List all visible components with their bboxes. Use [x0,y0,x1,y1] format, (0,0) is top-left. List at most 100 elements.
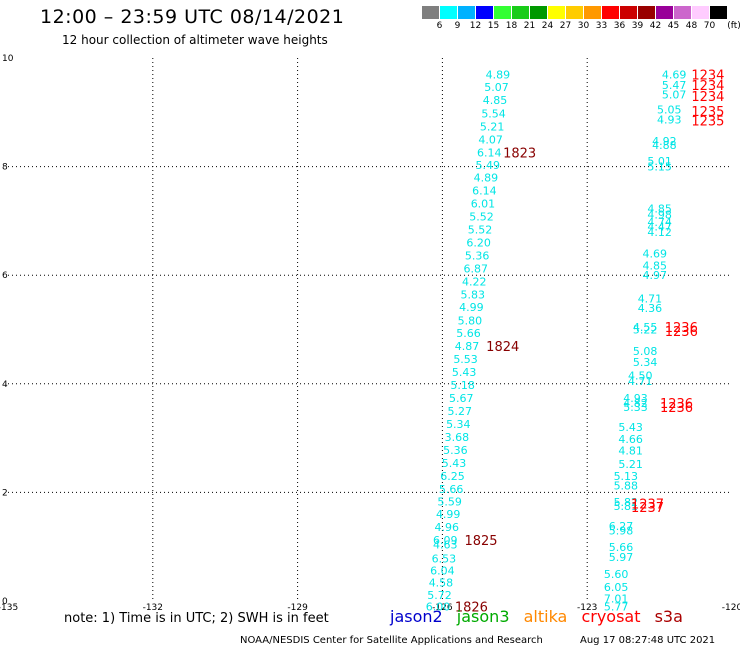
y-tick-label: 6 [2,271,8,281]
pass-time-label: 1236 [665,321,698,336]
x-tick-label: -126 [432,603,453,613]
scale-label: 21 [523,21,536,31]
wave-height-point: 5.52 [469,211,494,224]
wave-height-point: 4.89 [474,171,499,184]
pass-time-label: 1236 [660,397,693,412]
pass-time-label: 1234 [691,90,724,105]
mission-cryosat: cryosat [581,607,641,626]
y-tick-label: 8 [2,163,8,173]
scale-unit: (ft) [727,21,740,31]
scale-swatch [458,6,475,19]
scale-swatch [620,6,637,19]
wave-height-point: 5.77 [604,600,629,613]
x-tick-label: -120 [722,603,740,613]
wave-height-point: 5.15 [647,161,672,174]
pass-time-label: 1237 [631,501,664,516]
chart-subtitle: 12 hour collection of altimeter wave hei… [62,33,328,47]
wave-height-point: 4.07 [478,133,503,146]
mission-jason2: jason2 [390,607,443,626]
scale-label: 33 [595,21,608,31]
scale-label: 36 [613,21,626,31]
pass-time-label: 1236 [660,401,693,416]
wave-height-point: 5.66 [439,483,464,496]
scale-label: 70 [703,21,716,31]
wave-height-point: 4.85 [643,259,668,272]
wave-height-point: 5.83 [461,289,486,302]
pass-time-label: 1824 [486,340,519,355]
mission-jason3: jason3 [456,607,510,626]
wave-height-point: 4.81 [618,445,643,458]
wave-height-point: 6.01 [471,198,496,211]
x-tick-label: -123 [577,603,597,613]
scale-swatch [512,6,529,19]
wave-height-point: 4.98 [647,208,672,221]
wave-height-point: 5.81 [614,500,639,513]
wave-height-point: 4.96 [434,521,459,534]
pass-time-label: 1235 [691,105,724,120]
wave-height-point: 6.25 [440,470,465,483]
scale-swatch [602,6,619,19]
wave-height-point: 5.33 [623,401,648,414]
scale-label: 27 [559,21,572,31]
wave-height-point: 5.98 [609,524,634,537]
scale-label: 18 [505,21,518,31]
scale-label: 39 [631,21,644,31]
wave-height-point: 5.08 [633,345,658,358]
wave-height-values: 4.895.074.855.545.214.076.145.494.896.14… [426,68,687,613]
wave-height-point: 4.99 [436,508,461,521]
scale-label: 24 [541,21,554,31]
pass-time-label: 1823 [503,146,536,161]
wave-height-point: 4.93 [657,113,682,126]
wave-height-point: 5.43 [618,421,643,434]
scale-swatch [656,6,673,19]
scale-label: 15 [487,21,500,31]
wave-height-point: 4.74 [647,216,672,229]
wave-height-point: 5.60 [604,568,629,581]
wave-height-point: 5.21 [480,120,505,133]
wave-height-point: 5.22 [633,324,658,337]
wave-height-point: 4.69 [643,247,668,260]
chart-title: 12:00 – 23:59 UTC 08/14/2021 [40,6,345,28]
wave-height-point: 5.07 [484,81,509,94]
scale-swatch [476,6,493,19]
wave-height-point: 3.68 [445,431,470,444]
y-tick-label: 10 [2,54,14,64]
wave-height-point: 4.97 [643,269,668,282]
wave-height-point: 5.18 [450,379,475,392]
scale-swatch [494,6,511,19]
wave-height-point: 5.36 [443,444,468,457]
wave-height-point: 5.43 [442,457,467,470]
wave-height-point: 5.66 [609,541,634,554]
wave-height-point: 4.50 [628,370,653,383]
scale-swatch [566,6,583,19]
x-tick-label: -135 [0,603,18,613]
y-tick-label: 0 [2,597,8,607]
wave-height-point: 4.22 [462,276,487,289]
wave-height-point: 5.72 [427,589,452,602]
pass-time-label: 1826 [455,600,488,615]
pass-time-label: 1825 [464,534,497,549]
wave-height-point: 5.49 [476,159,501,172]
wave-height-point: 5.21 [618,458,643,471]
wave-height-point: 4.85 [647,202,672,215]
wave-height-point: 4.99 [459,301,484,314]
wave-height-point: 6.53 [432,553,457,566]
wave-height-point: 4.69 [662,68,687,81]
scale-swatch [530,6,547,19]
wave-height-point: 5.54 [481,107,506,120]
wave-height-point: 5.59 [437,496,462,509]
wave-height-point: 4.88 [652,139,677,152]
wave-height-point: 4.58 [429,577,454,590]
wave-height-point: 4.47 [647,220,672,233]
wave-height-point: 6.09 [433,534,458,547]
wave-height-point: 4.12 [647,226,672,239]
scale-swatch [422,6,439,19]
wave-height-point: 4.55 [633,321,658,334]
wave-height-point: 6.20 [466,237,491,250]
axis-ticks: -135 -132 -129 -126 -123 -120 0 2 4 6 8 10 [0,54,740,613]
wave-height-point: 4.92 [652,135,677,148]
x-tick-label: -132 [143,603,163,613]
wave-height-point: 4.71 [638,293,663,306]
pass-time-labels: 1823182418251826123412341234123512351236… [455,68,725,615]
